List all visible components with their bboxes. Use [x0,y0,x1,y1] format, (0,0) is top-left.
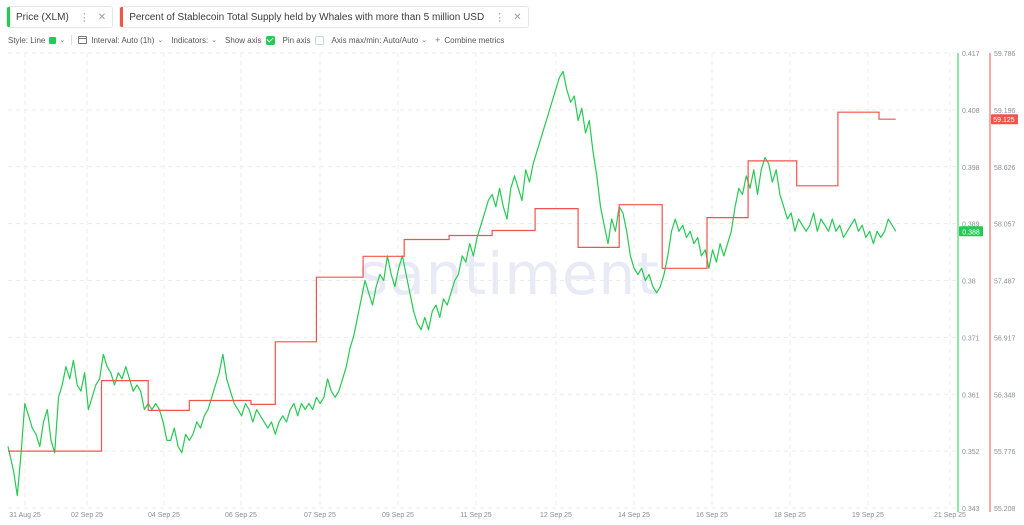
y-right-tick-label: 55.776 [994,449,1016,456]
tab-color-bar [7,7,10,27]
x-tick-label: 09 Sep 25 [382,512,414,519]
style-dropdown[interactable]: Style: Line ⌄ [8,36,65,45]
current-whale-badge [991,114,1018,125]
x-tick-label: 06 Sep 25 [225,512,257,519]
x-tick-label: 11 Sep 25 [460,512,492,519]
current-price-badge [959,226,983,237]
tab-color-bar [120,7,124,27]
axis-minmax-label: Axis max/min: Auto/Auto [331,35,419,45]
style-label: Style: Line [8,35,46,45]
series-line-whale-supply [8,111,896,452]
x-tick-label: 04 Sep 25 [148,512,180,519]
kebab-icon[interactable]: ⋮ [78,11,90,24]
x-tick-label: 14 Sep 25 [618,512,650,519]
current-price-label: 0.388 [962,229,980,236]
y-left-tick-label: 0.371 [962,335,980,342]
y-right-tick-label: 56.348 [994,392,1016,399]
plus-icon: + [435,35,441,45]
kebab-icon[interactable]: ⋮ [494,11,506,24]
close-icon[interactable]: ✕ [97,11,107,23]
x-tick-label: 19 Sep 25 [852,512,884,519]
pin-axis-checkbox[interactable] [314,35,324,45]
interval-dropdown[interactable]: Interval: Auto (1h) ⌄ [78,36,163,45]
color-swatch[interactable] [49,36,57,44]
y-left-tick-label: 0.38 [962,279,976,286]
tab-whale-supply[interactable]: Percent of Stablecoin Total Supply held … [119,6,529,28]
x-tick-label: 31 Aug 25 [9,512,41,519]
chart-toolbar: Style: Line ⌄ Interval: Auto (1h) ⌄ Indi… [8,33,512,47]
axis-minmax-dropdown[interactable]: Axis max/min: Auto/Auto ⌄ [332,36,428,45]
series-line-price-xlm [7,70,897,497]
tab-label: Price (XLM) [16,11,69,23]
show-axis-toggle[interactable]: Show axis [225,35,275,45]
x-tick-label: 18 Sep 25 [774,512,806,519]
chevron-down-icon: ⌄ [59,37,66,44]
y-left-tick-label: 0.343 [962,506,980,513]
x-tick-label: 12 Sep 25 [540,512,572,519]
y-right-tick-label: 59.786 [994,51,1016,58]
chevron-down-icon: ⌄ [157,37,164,44]
y-right-tick-label: 55.208 [994,506,1016,513]
x-tick-label: 21 Sep 25 [934,512,966,519]
y-left-tick-label: 0.398 [962,165,980,172]
y-right-tick-label: 59.196 [994,108,1016,115]
show-axis-checkbox[interactable] [265,35,275,45]
y-left-tick-label: 0.408 [962,108,980,115]
y-left-tick-label: 0.389 [962,222,980,229]
chevron-down-icon: ⌄ [421,37,428,44]
interval-label: Interval: Auto (1h) [91,35,155,45]
show-axis-label: Show axis [225,35,262,45]
combine-metrics-button[interactable]: + Combine metrics [435,35,504,45]
y-left-tick-label: 0.352 [962,449,980,456]
y-right-tick-label: 58.057 [994,222,1016,229]
chevron-down-icon: ⌄ [211,37,218,44]
y-right-tick-label: 57.487 [994,279,1016,286]
x-tick-label: 07 Sep 25 [304,512,336,519]
divider [71,35,73,45]
y-left-tick-label: 0.361 [962,392,980,399]
metric-tabs: Price (XLM) ⋮ ✕ Percent of Stablecoin To… [6,6,529,28]
x-tick-label: 16 Sep 25 [696,512,728,519]
tab-price-xlm[interactable]: Price (XLM) ⋮ ✕ [6,6,114,28]
current-whale-label: 59.125 [993,117,1015,124]
combine-label: Combine metrics [444,35,505,45]
x-tick-label: 02 Sep 25 [71,512,103,519]
calendar-icon [78,36,88,44]
indicators-dropdown[interactable]: Indicators: ⌄ [171,36,217,45]
y-left-tick-label: 0.417 [962,51,980,58]
close-icon[interactable]: ✕ [513,11,522,23]
pin-axis-label: Pin axis [282,35,311,45]
santiment-watermark: santiment [358,240,661,308]
tab-label: Percent of Stablecoin Total Supply held … [129,11,485,23]
y-right-tick-label: 56.917 [994,335,1016,342]
pin-axis-toggle[interactable]: Pin axis [282,35,324,45]
indicators-label: Indicators: [171,35,209,45]
y-right-tick-label: 58.626 [994,165,1016,172]
